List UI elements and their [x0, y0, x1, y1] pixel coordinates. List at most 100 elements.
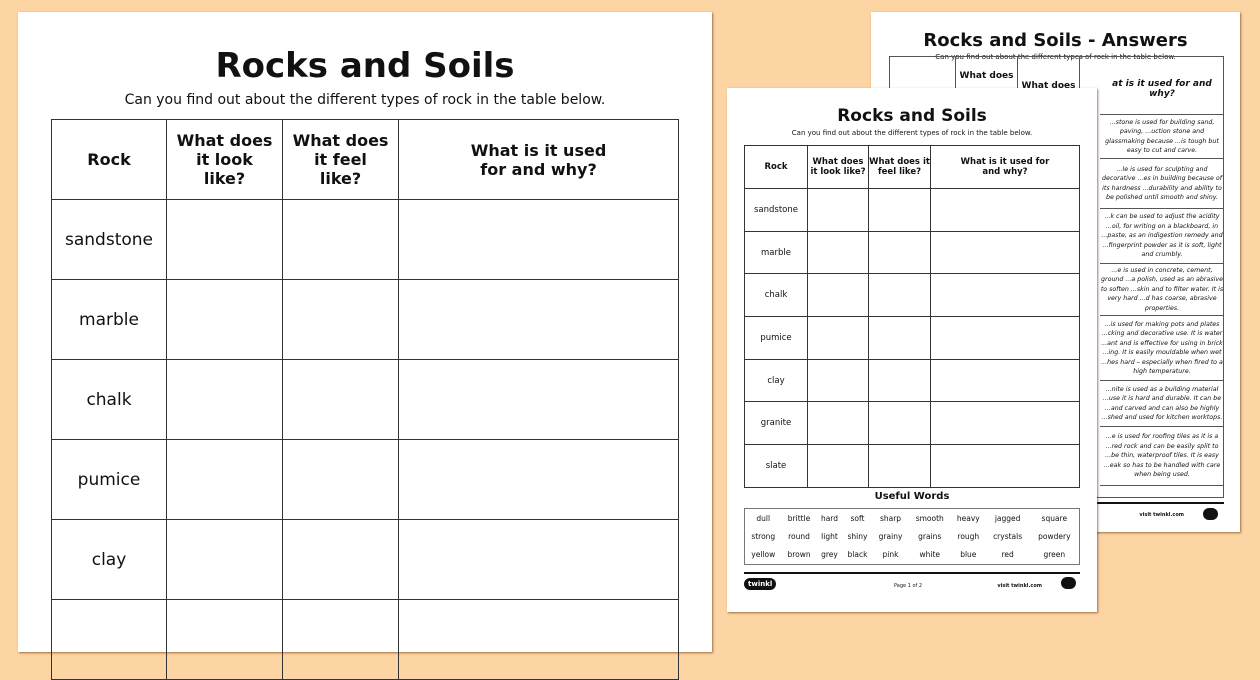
- word-row: strong round light shiny grainy grains rough cr…: [745, 527, 1080, 546]
- table-row: [51, 599, 679, 680]
- useful-word: soft: [850, 513, 865, 523]
- table-row: clay: [51, 519, 679, 600]
- rock-name: marble: [744, 230, 808, 275]
- header-rock: Rock: [51, 119, 167, 200]
- twinkl-badge: [1060, 577, 1076, 589]
- worksheet-preview: Rocks and Soils Can you find out about t…: [727, 88, 1097, 612]
- answer-pumice: ...e is used in concrete, cement, ground…: [1100, 263, 1224, 315]
- useful-word: powdery: [1038, 531, 1071, 541]
- rock-name: sandstone: [744, 188, 808, 232]
- preview-rocks-table: Rock What does it look like? What does i…: [744, 145, 1080, 488]
- useful-words-table: dull brittle hard soft sharp smooth heavy jagge…: [744, 508, 1080, 565]
- answer-marble: ...le is used for sculpting and decorati…: [1100, 158, 1224, 208]
- useful-word: square: [1041, 513, 1068, 523]
- table-header: Rock What does it look like? What does i…: [744, 145, 1080, 189]
- useful-word: green: [1043, 550, 1066, 559]
- look-cell[interactable]: [166, 439, 283, 520]
- use-cell[interactable]: [398, 199, 679, 280]
- useful-word: yellow: [751, 550, 776, 559]
- header-use: What is it used for and why?: [930, 145, 1080, 189]
- table-row: chalk: [51, 359, 679, 440]
- rock-name: pumice: [51, 439, 167, 520]
- useful-word: dull: [756, 513, 771, 523]
- answer-granite: ...nite is used as a building material .…: [1100, 380, 1224, 426]
- answer-chalk: ...k can be used to adjust the acidity .…: [1100, 208, 1224, 263]
- rock-name: clay: [744, 358, 808, 403]
- use-cell[interactable]: [398, 359, 679, 440]
- useful-word: grey: [821, 550, 838, 559]
- look-cell[interactable]: [166, 599, 283, 680]
- table-header: Rock What does it look like? What does i…: [51, 119, 679, 200]
- useful-word: jagged: [994, 513, 1021, 523]
- useful-word: blue: [960, 550, 977, 559]
- worksheet-subtitle: Can you find out about the different typ…: [124, 92, 606, 108]
- word-row: dull brittle hard soft sharp smooth heavy jagge…: [745, 509, 1080, 528]
- answers-header-look: What does: [956, 57, 1018, 117]
- useful-word: crystals: [993, 531, 1023, 541]
- useful-word: grainy: [878, 531, 903, 541]
- useful-word: heavy: [956, 513, 980, 523]
- rock-name: clay: [51, 519, 167, 600]
- look-cell[interactable]: [166, 279, 283, 360]
- rock-name: pumice: [744, 316, 808, 360]
- rock-name: sandstone: [51, 199, 167, 280]
- word-row: yellow brown grey black pink white blue red gree…: [745, 546, 1080, 565]
- look-cell[interactable]: [166, 199, 283, 280]
- feel-cell[interactable]: [282, 599, 399, 680]
- use-cell[interactable]: [398, 439, 679, 520]
- rock-name: chalk: [744, 273, 808, 318]
- feel-cell[interactable]: [282, 199, 399, 280]
- useful-word: pink: [882, 550, 899, 559]
- twinkl-logo: twinkl: [744, 578, 777, 590]
- feel-cell[interactable]: [282, 279, 399, 360]
- table-row: pumice: [51, 439, 679, 520]
- look-cell[interactable]: [166, 359, 283, 440]
- answers-header-use: at is it used for and why?: [1112, 79, 1212, 99]
- answers-title: Rocks and Soils - Answers: [923, 30, 1188, 51]
- answers-subtitle: Can you find out about the different typ…: [935, 53, 1176, 61]
- answer-slate: ...e is used for roofing tiles as it is …: [1100, 426, 1224, 486]
- worksheet-large: Rocks and Soils Can you find out about t…: [18, 12, 712, 680]
- page-indicator: Page 1 of 2: [894, 583, 923, 589]
- feel-cell[interactable]: [282, 439, 399, 520]
- header-look: What does it look like?: [807, 145, 869, 189]
- answers-header-rock: [890, 57, 956, 117]
- feel-cell[interactable]: [282, 359, 399, 440]
- table-row: sandstone: [744, 188, 1080, 232]
- table-row: marble: [744, 230, 1080, 275]
- rock-name: slate: [744, 444, 808, 488]
- table-row: marble: [51, 279, 679, 360]
- table-row: granite: [744, 401, 1080, 446]
- use-cell[interactable]: [398, 519, 679, 600]
- useful-word: brown: [787, 550, 811, 559]
- useful-word: hard: [820, 513, 838, 523]
- table-row: sandstone: [51, 199, 679, 280]
- use-cell[interactable]: [398, 279, 679, 360]
- use-cell[interactable]: [398, 599, 679, 680]
- header-use: What is it used for and why?: [398, 119, 679, 200]
- site-link: visit twinkl.com: [1139, 512, 1184, 518]
- twinkl-badge: [1202, 508, 1218, 520]
- table-row: pumice: [744, 316, 1080, 360]
- rock-name: granite: [744, 401, 808, 446]
- useful-word: black: [847, 550, 868, 559]
- site-link: visit twinkl.com: [997, 583, 1042, 589]
- useful-words-title: Useful Words: [874, 491, 950, 502]
- useful-word: rough: [957, 531, 980, 541]
- header-rock: Rock: [744, 145, 808, 189]
- table-row: clay: [744, 358, 1080, 403]
- worksheet-title: Rocks and Soils: [215, 46, 515, 86]
- useful-word: red: [1001, 550, 1014, 559]
- rock-name: [51, 599, 167, 680]
- useful-word: strong: [751, 531, 776, 541]
- table-row: slate: [744, 444, 1080, 488]
- rocks-table: Rock What does it look like? What does i…: [51, 119, 679, 680]
- useful-word: round: [788, 531, 810, 541]
- look-cell[interactable]: [166, 519, 283, 600]
- feel-cell[interactable]: [282, 519, 399, 600]
- useful-word: grains: [918, 531, 942, 541]
- answers-table: What does What does at is it used for an…: [889, 56, 1224, 498]
- answer-sandstone: ...stone is used for building sand, pavi…: [1100, 114, 1224, 158]
- preview-footer: twinkl Page 1 of 2 visit twinkl.com: [744, 572, 1080, 598]
- useful-word: smooth: [915, 513, 944, 523]
